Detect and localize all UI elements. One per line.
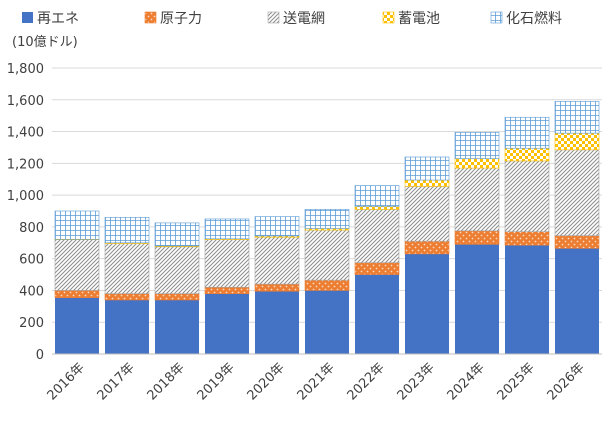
- legend-swatch-再エネ: [22, 12, 33, 23]
- legend-swatch-原子力: [144, 11, 157, 24]
- y-tick-label: 0: [36, 348, 44, 363]
- bar-再エネ-2016年: [55, 297, 99, 354]
- bar-送電網-2022年: [354, 209, 400, 263]
- bar-原子力-2024年: [454, 230, 500, 245]
- bar-再エネ-2017年: [105, 299, 149, 354]
- bar-送電網-2023年: [404, 186, 450, 242]
- bar-蓄電池-2024年: [454, 158, 500, 169]
- y-tick-label: 1,600: [7, 94, 44, 109]
- bar-再エネ-2023年: [405, 253, 449, 354]
- bar-再エネ-2022年: [355, 274, 399, 354]
- y-tick-label: 800: [19, 221, 44, 236]
- x-tick-label: 2021年: [295, 360, 338, 403]
- bar-化石燃料-2025年: [504, 116, 550, 149]
- bar-化石燃料-2019年: [204, 218, 250, 240]
- bar-送電網-2025年: [504, 160, 550, 232]
- bar-再エネ-2025年: [505, 245, 549, 354]
- bar-化石燃料-2020年: [254, 216, 300, 237]
- y-tick-label: 1,800: [7, 62, 44, 77]
- x-tick-label: 2023年: [395, 360, 438, 403]
- x-tick-label: 2022年: [345, 360, 388, 403]
- bar-送電網-2016年: [54, 239, 100, 291]
- legend-swatch-化石燃料: [490, 11, 503, 24]
- legend-label-送電網: 送電網: [283, 11, 325, 27]
- y-tick-label: 600: [19, 253, 44, 268]
- bar-化石燃料-2017年: [104, 217, 150, 244]
- y-tick-label: 1,400: [7, 126, 44, 141]
- bar-送電網-2021年: [304, 229, 350, 281]
- y-tick-label: 1,000: [7, 189, 44, 204]
- x-tick-label: 2024年: [445, 360, 488, 403]
- bar-送電網-2019年: [204, 239, 250, 288]
- bar-原子力-2017年: [104, 293, 150, 301]
- bar-蓄電池-2022年: [354, 205, 400, 210]
- bar-原子力-2026年: [554, 235, 600, 249]
- bar-再エネ-2024年: [455, 244, 499, 354]
- bar-送電網-2018年: [154, 246, 200, 294]
- x-tick-label: 2018年: [145, 360, 188, 403]
- bar-送電網-2024年: [454, 167, 500, 232]
- x-axis: 2016年 2017年 2018年 2019年 2020年 2021年 2022年 2023年…: [45, 353, 602, 403]
- bar-化石燃料-2022年: [354, 185, 400, 207]
- x-tick-label: 2025年: [495, 360, 538, 403]
- legend-label-原子力: 原子力: [160, 11, 202, 27]
- bar-原子力-2023年: [404, 240, 450, 255]
- bar-再エネ-2019年: [205, 293, 249, 354]
- x-tick-label: 2019年: [195, 360, 238, 403]
- bar-再エネ-2026年: [555, 248, 599, 354]
- bar-送電網-2020年: [254, 236, 300, 285]
- bar-蓄電池-2025年: [504, 147, 550, 162]
- bar-再エネ-2020年: [255, 291, 299, 354]
- y-tick-label: 400: [19, 284, 44, 299]
- y-axis: 0 200 400 600 800 1,000 1,200 1,400 1,600 1,800: [7, 62, 44, 363]
- y-tick-label: 1,200: [7, 157, 44, 172]
- bars: [54, 101, 600, 354]
- unit-label: (10億ドル): [12, 34, 78, 50]
- legend-label-蓄電池: 蓄電池: [398, 11, 440, 27]
- legend-swatch-送電網: [267, 11, 280, 24]
- bar-蓄電池-2023年: [404, 179, 450, 187]
- bar-化石燃料-2021年: [304, 209, 350, 229]
- bar-原子力-2022年: [354, 262, 400, 275]
- bar-化石燃料-2024年: [454, 132, 500, 159]
- legend-label-化石燃料: 化石燃料: [506, 10, 562, 27]
- bar-化石燃料-2018年: [154, 222, 200, 247]
- x-tick-label: 2017年: [95, 360, 138, 403]
- bar-原子力-2020年: [254, 283, 300, 292]
- x-tick-label: 2026年: [545, 360, 588, 403]
- bar-原子力-2025年: [504, 231, 550, 246]
- bar-化石燃料-2023年: [404, 156, 450, 181]
- x-tick-label: 2016年: [45, 360, 88, 403]
- y-tick-label: 200: [19, 316, 44, 331]
- legend: 再エネ 原子力 送電網 蓄電池 化石燃料: [22, 10, 562, 27]
- bar-原子力-2019年: [204, 286, 250, 294]
- bar-送電網-2017年: [104, 243, 150, 294]
- bar-再エネ-2021年: [305, 290, 349, 354]
- bar-原子力-2016年: [54, 290, 100, 298]
- bar-化石燃料-2016年: [54, 210, 100, 240]
- x-tick-label: 2020年: [245, 360, 288, 403]
- bar-蓄電池-2026年: [554, 132, 600, 151]
- bar-化石燃料-2026年: [554, 101, 600, 134]
- bar-原子力-2021年: [304, 279, 350, 291]
- bar-再エネ-2018年: [155, 299, 199, 354]
- legend-swatch-蓄電池: [382, 11, 395, 24]
- bar-原子力-2018年: [154, 293, 200, 301]
- legend-label-再エネ: 再エネ: [37, 11, 79, 27]
- bar-送電網-2026年: [554, 149, 600, 236]
